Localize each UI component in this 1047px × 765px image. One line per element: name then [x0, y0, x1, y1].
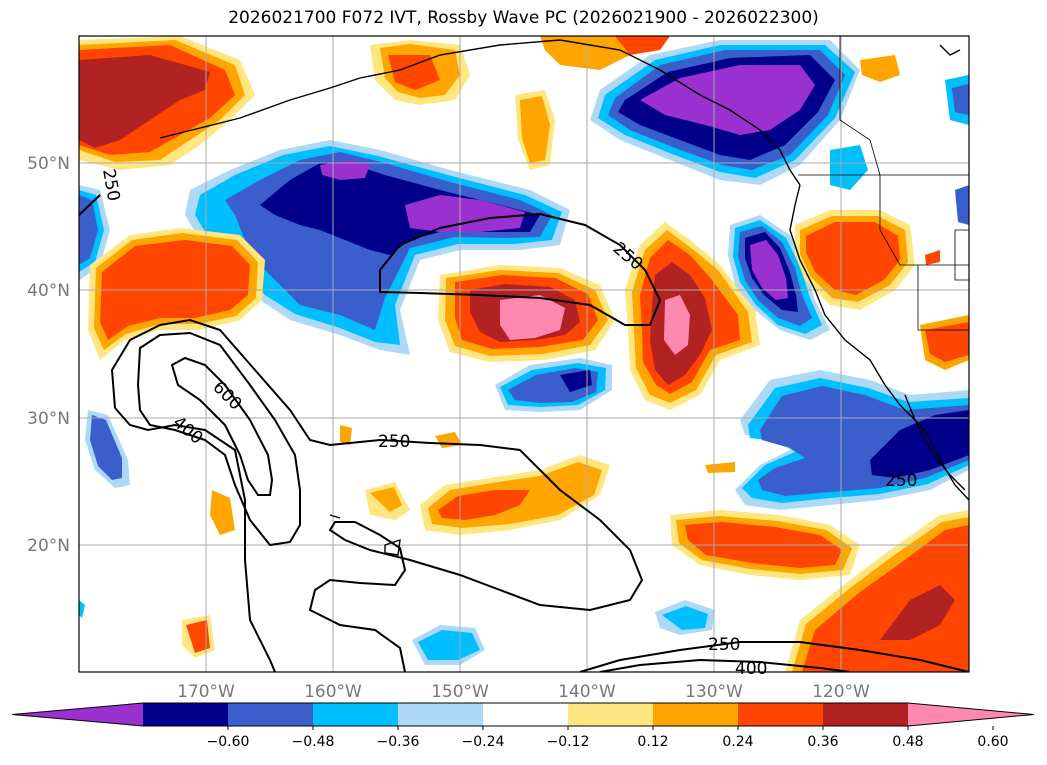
gridlines [79, 36, 969, 672]
colorbar-segment [313, 703, 398, 726]
cold-blob [418, 630, 480, 660]
contour-label: 400 [735, 659, 767, 679]
lat-tick-label: 20°N [27, 536, 70, 556]
colorbar-tick-label: 0.60 [977, 734, 1008, 750]
borders [798, 36, 969, 331]
colorbar-segment [568, 703, 653, 726]
colorbar-tick-label: −0.60 [207, 734, 250, 750]
anomaly-warm-top-left [79, 36, 255, 170]
lat-tick-label: 50°N [27, 154, 70, 174]
warm-blob [540, 36, 640, 70]
colorbar-tick-label: −0.36 [377, 734, 420, 750]
cold-blob [79, 600, 85, 618]
colorbar-segment [653, 703, 738, 726]
map-title: 2026021700 F072 IVT, Rossby Wave PC (202… [228, 8, 819, 28]
warm-blob [925, 250, 940, 265]
contour-label: 250 [885, 471, 917, 491]
colorbar-tick-label: 0.24 [722, 734, 753, 750]
cold-blob [662, 606, 708, 630]
lat-tick-label: 40°N [27, 281, 70, 301]
contour-label: 250 [708, 635, 740, 655]
lon-tick-label: 120°W [812, 682, 870, 702]
colorbar-segment [738, 703, 823, 726]
lon-tick-label: 160°W [304, 682, 362, 702]
warm-blob [520, 96, 550, 163]
colorbar-tick-label: −0.48 [292, 734, 335, 750]
warm-blob [210, 490, 235, 535]
warm-blob [615, 36, 670, 55]
colorbar-segment [483, 703, 568, 726]
anomaly-warm-california [795, 55, 969, 370]
anomaly-warm-center [438, 265, 615, 362]
plot-frame [78, 35, 970, 673]
anomaly-cold-midlat [495, 358, 612, 412]
filled-contours [79, 36, 969, 672]
colorbar-segment [398, 703, 483, 726]
coastlines [159, 39, 969, 556]
anomaly-cold-coast [728, 215, 830, 340]
lon-axis: 170°W 160°W 150°W 140°W 130°W 120°W [177, 682, 870, 702]
anomaly-warm-west [88, 228, 265, 360]
anomaly-cold-southwest [735, 370, 969, 510]
lat-axis: 20°N 30°N 40°N 50°N [27, 154, 70, 556]
anomaly-warm-east [625, 222, 760, 410]
warm-blob [186, 620, 210, 653]
colorbar-segment [228, 703, 313, 726]
colorbar-extend-min [12, 703, 143, 726]
cold-blob [830, 145, 868, 190]
lon-tick-label: 150°W [431, 682, 489, 702]
lon-tick-label: 130°W [685, 682, 743, 702]
colorbar-tick-label: 0.12 [637, 734, 668, 750]
warm-blob [370, 487, 402, 512]
anomaly-warm-southeast [785, 510, 969, 672]
cold-blob [952, 84, 969, 115]
colorbar-tick-label: −0.24 [462, 734, 505, 750]
contour-lines [79, 194, 969, 672]
colorbar-segment [823, 703, 908, 726]
warm-blob [705, 462, 735, 473]
anomaly-cold-northeast [590, 40, 860, 185]
warm-blob [340, 425, 352, 445]
cold-blob [90, 415, 122, 480]
colorbar-tick-label: 0.48 [892, 734, 923, 750]
colorbar-outline [11, 702, 1035, 727]
colorbar-tick-label: 0.36 [807, 734, 838, 750]
colorbar: −0.60 −0.48 −0.36 −0.24 −0.12 0.12 0.24 0.36 0.4… [11, 702, 1035, 750]
lon-tick-label: 170°W [177, 682, 235, 702]
lon-tick-label: 140°W [558, 682, 616, 702]
anomaly-cold-central [185, 140, 570, 355]
colorbar-extend-max [908, 703, 1034, 726]
cold-blob [955, 185, 969, 225]
colorbar-tick-label: −0.12 [547, 734, 590, 750]
colorbar-segment [143, 703, 228, 726]
warm-blob [388, 55, 440, 90]
lat-tick-label: 30°N [27, 409, 70, 429]
contour-label: 250 [378, 432, 410, 452]
